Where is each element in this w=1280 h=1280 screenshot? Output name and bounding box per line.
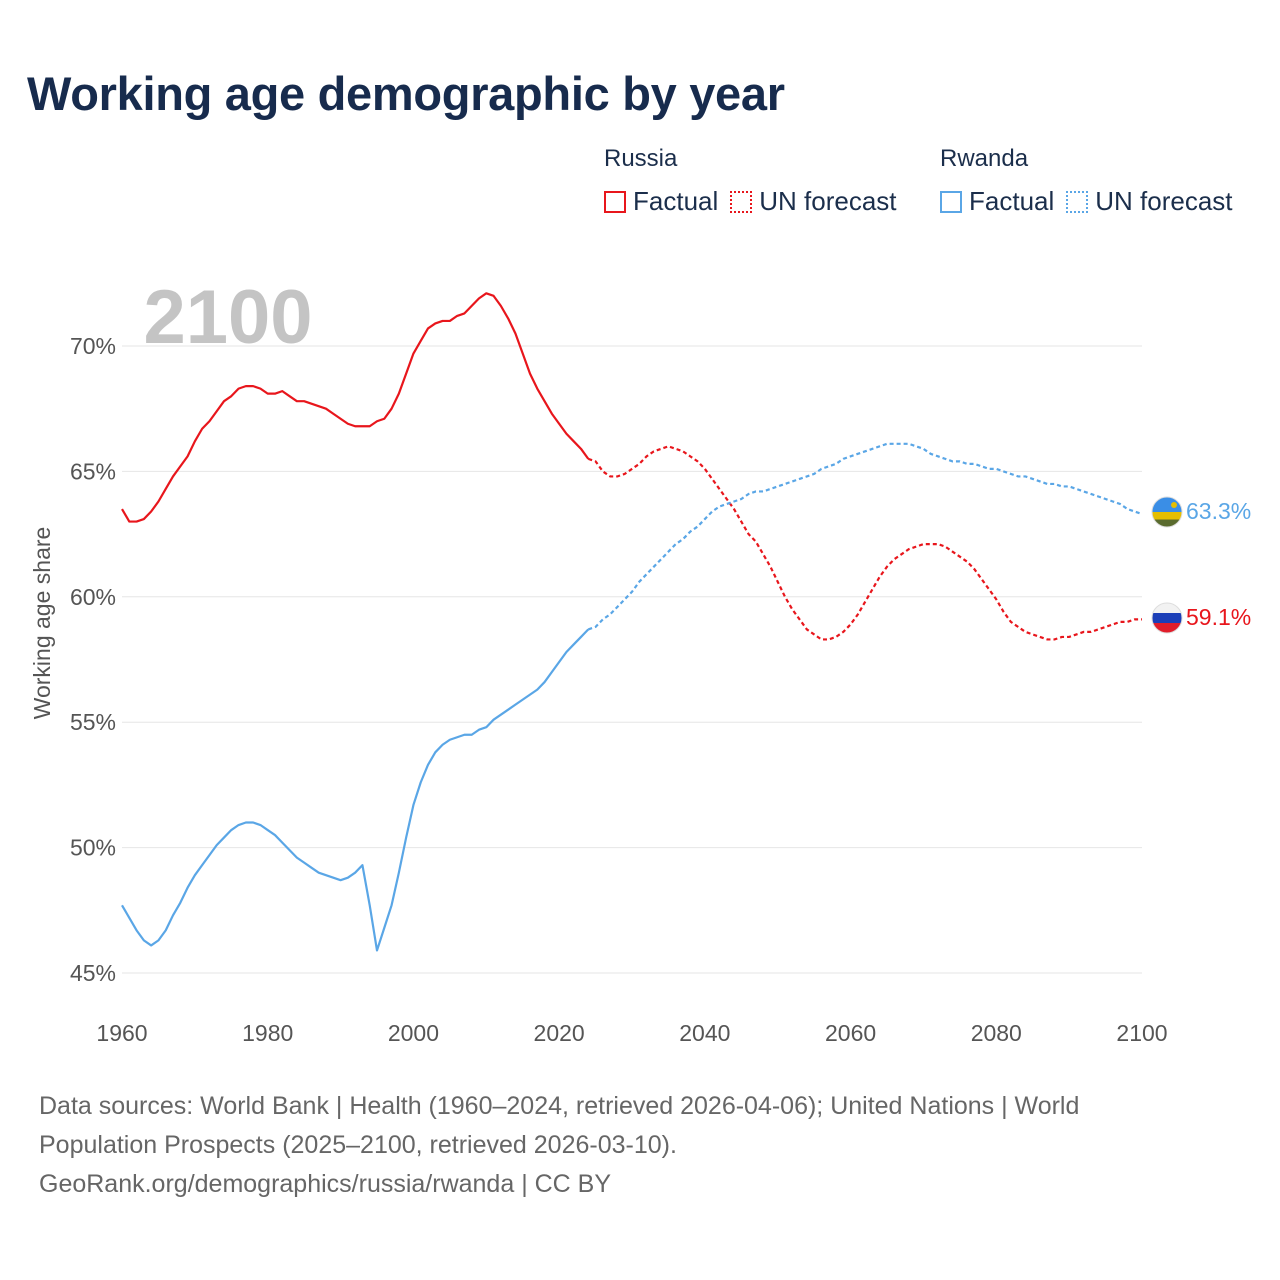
legend-russia-forecast-swatch [730,190,753,213]
rwanda-flag-icon [1151,496,1183,528]
year-watermark: 2100 [143,275,312,360]
y-tick-label: 60% [70,584,116,610]
rwanda-forecast-line[interactable] [587,442,1143,631]
y-tick-label: 50% [70,835,116,861]
page-title: Working age demographic by year [27,67,785,120]
x-tick-label: 2040 [679,1020,730,1046]
series-lines [121,292,1143,952]
x-tick-label: 2100 [1116,1020,1167,1046]
russia-flag-icon [1151,602,1183,634]
x-tick-label: 1960 [96,1020,147,1046]
russia-forecast-line[interactable] [587,445,1142,641]
legend-rwanda-factual-swatch [940,190,962,213]
legend-russia-factual-swatch [604,190,626,213]
legend-russia-name: Russia [604,145,678,172]
footer-line-1: Data sources: World Bank | Health (1960–… [39,1092,1080,1120]
y-axis-label: Working age share [29,527,55,720]
russia-end-value-label: 59.1% [1186,604,1251,630]
x-tick-label: 2000 [388,1020,439,1046]
gridlines [122,345,1142,974]
rwanda-end-value-label: 63.3% [1186,498,1251,524]
y-tick-label: 45% [70,960,116,986]
x-axis-ticks: 1960 1980 2000 2020 2040 2060 2080 2100 [96,1020,1167,1046]
rwanda-factual-line[interactable] [121,628,590,952]
legend-russia[interactable]: Russia Factual UN forecast [604,144,909,217]
y-axis-ticks: 45% 50% 55% 60% 65% 70% [70,333,116,986]
legend-russia-factual-label[interactable]: Factual [633,186,719,216]
legend-russia-forecast-label[interactable]: UN forecast [759,186,897,216]
legend-rwanda-forecast-label[interactable]: UN forecast [1095,186,1233,216]
legend-rwanda-name: Rwanda [940,145,1029,172]
russia-factual-line[interactable] [121,292,590,523]
x-tick-label: 2060 [825,1020,876,1046]
x-tick-label: 1980 [242,1020,293,1046]
legend-rwanda-forecast-swatch [1066,190,1089,213]
y-tick-label: 70% [70,333,116,359]
x-tick-label: 2020 [534,1020,585,1046]
x-tick-label: 2080 [971,1020,1022,1046]
y-tick-label: 65% [70,458,116,484]
footer-line-2: Population Prospects (2025–2100, retriev… [39,1131,677,1159]
y-tick-label: 55% [70,709,116,735]
footer-line-3[interactable]: GeoRank.org/demographics/russia/rwanda |… [39,1170,612,1198]
footer-source: Data sources: World Bank | Health (1960–… [39,1087,1239,1204]
legend-rwanda-factual-label[interactable]: Factual [969,186,1055,216]
legend-rwanda[interactable]: Rwanda Factual UN forecast [940,144,1245,217]
